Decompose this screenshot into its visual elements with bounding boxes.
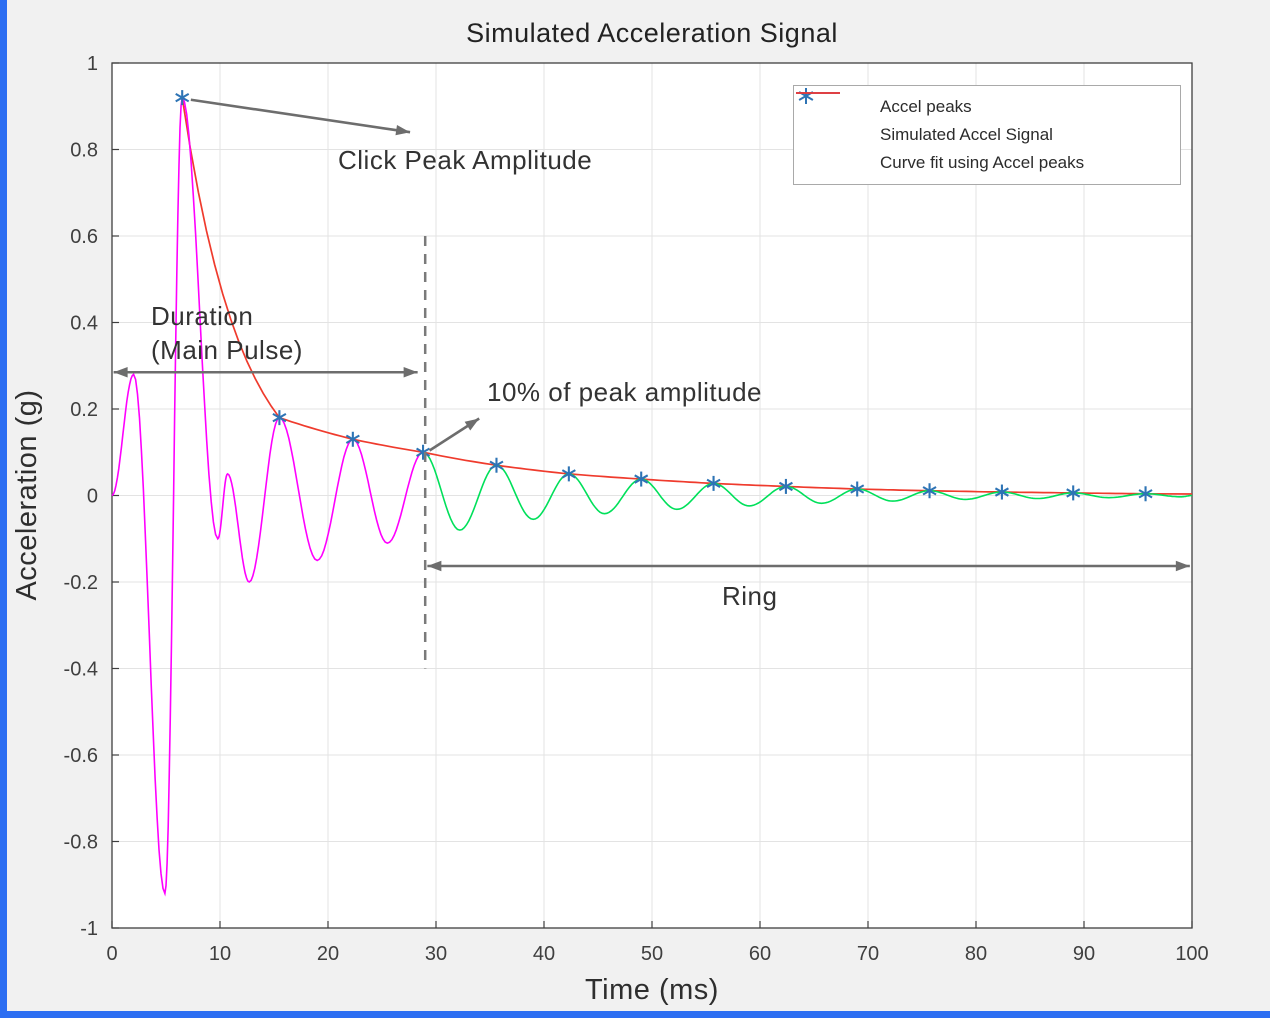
y-tick-label: -1	[80, 918, 98, 940]
duration-arrow	[113, 367, 418, 378]
signal-ring	[422, 451, 1192, 531]
peak-marker	[994, 484, 1009, 500]
window-border-left-accent	[0, 0, 7, 1018]
legend-label: Simulated Accel Signal	[880, 125, 1053, 144]
y-tick-label: 0.8	[70, 140, 98, 162]
legend-label: Curve fit using Accel peaks	[880, 153, 1085, 172]
legend-label: Accel peaks	[880, 97, 972, 116]
x-tick-label: 20	[317, 943, 339, 965]
legend-item: Simulated Accel Signal	[794, 92, 1180, 149]
y-tick-label: -0.2	[64, 572, 98, 594]
x-tick-label: 100	[1175, 943, 1208, 965]
peak-marker	[778, 478, 793, 494]
ring-arrow	[427, 560, 1190, 572]
x-tick-label: 80	[965, 943, 987, 965]
legend-item: Curve fit using Accel peaks	[794, 92, 1180, 177]
peak-marker	[1138, 486, 1153, 502]
peak-marker	[706, 475, 721, 491]
peak-marker	[345, 431, 360, 447]
fit-curve	[181, 97, 1193, 495]
y-tick-label: 0.2	[70, 399, 98, 421]
chart-title: Simulated Acceleration Signal	[466, 18, 838, 48]
x-tick-label: 40	[533, 943, 555, 965]
annotation-ring: Ring	[722, 581, 778, 611]
x-tick-label: 60	[749, 943, 771, 965]
annotation-duration-line1: Duration	[151, 301, 254, 331]
x-axis-label: Time (ms)	[585, 974, 719, 1006]
peak-marker	[272, 410, 287, 426]
window-border-bottom-accent	[0, 1011, 1270, 1018]
peak-marker	[416, 444, 431, 460]
legend: Accel peaks Simulated Accel Signal Curve f…	[793, 85, 1181, 185]
annotation-duration-line2: (Main Pulse)	[151, 334, 303, 365]
x-tick-label: 50	[641, 943, 663, 965]
y-tick-label: 1	[87, 53, 98, 75]
peak-marker	[1066, 485, 1081, 501]
y-tick-label: -0.6	[64, 745, 98, 767]
y-tick-label: -0.4	[64, 659, 98, 681]
y-tick-label: 0.4	[70, 313, 98, 335]
annotation-duration: Duration (Main Pulse)	[151, 300, 303, 368]
y-tick-label: -0.8	[64, 832, 98, 854]
y-axis-label: Acceleration (g)	[11, 389, 43, 600]
peak-marker	[922, 483, 937, 499]
annotation-ten-percent: 10% of peak amplitude	[487, 377, 763, 407]
x-tick-label: 0	[106, 943, 117, 965]
peak-marker	[175, 90, 190, 106]
y-tick-label: 0	[87, 486, 98, 508]
peak-marker	[561, 466, 576, 482]
x-tick-label: 30	[425, 943, 447, 965]
annotation-click-peak-amplitude: Click Peak Amplitude	[338, 145, 593, 175]
click-peak-arrow	[190, 98, 411, 136]
peak-marker	[850, 481, 865, 497]
signal-main-pulse	[111, 95, 424, 897]
y-tick-label: 0.6	[70, 226, 98, 248]
x-tick-label: 90	[1073, 943, 1095, 965]
peak-marker	[634, 471, 649, 487]
x-tick-label: 10	[209, 943, 231, 965]
plot-area: 0 10 20 30 40 50 60 70 80 90 100-1-0.8-0.6-0.4-0.2…	[64, 53, 1209, 965]
ten-percent-arrow	[428, 417, 480, 452]
legend-item: Accel peaks	[794, 88, 1180, 121]
peak-marker	[489, 457, 504, 473]
x-tick-label: 70	[857, 943, 879, 965]
